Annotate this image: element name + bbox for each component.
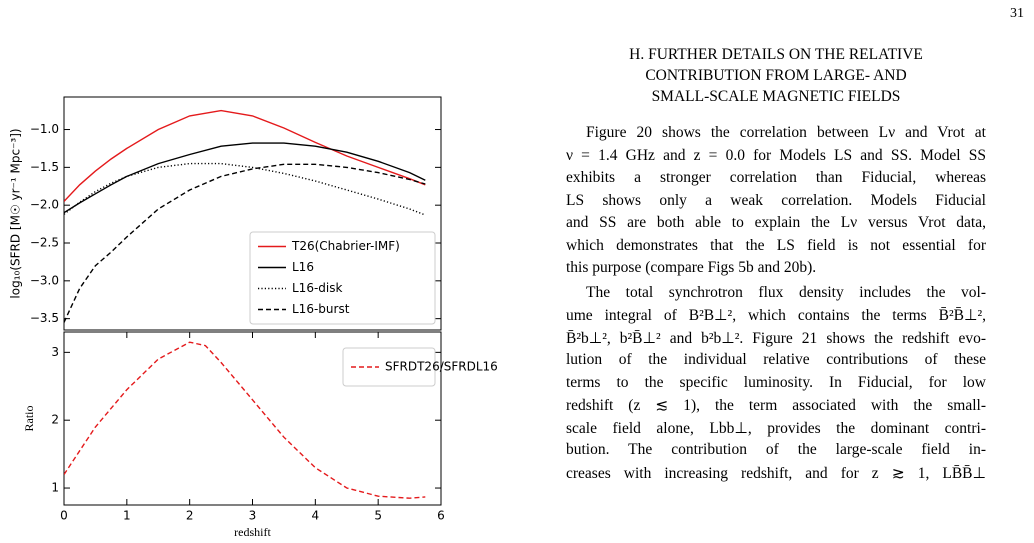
series-line: [64, 142, 426, 214]
x-axis-label: redshift: [234, 525, 271, 539]
legend-box: [342, 347, 436, 387]
section-heading: CONTRIBUTION FROM LARGE- AND: [645, 67, 907, 84]
y-tick-label: 1: [51, 481, 59, 495]
x-tick-label: 0: [60, 509, 68, 523]
paragraph-line: redshift (z ≲ 1), the term associated wi…: [566, 397, 986, 414]
paragraph-line: Figure 20 shows the correlation between …: [586, 124, 986, 141]
x-tick-label: 4: [312, 509, 320, 523]
x-tick-label: 5: [374, 509, 382, 523]
paragraph-line: creases with increasing redshift, and fo…: [566, 464, 986, 482]
paragraph-line: ν = 1.4 GHz and z = 0.0 for Models LS an…: [566, 146, 986, 164]
figure: −1.0 −1.5 −2.0 −2.5 −3.0 −3.5 log₁₀(SFRD [M☉ y…: [9, 96, 498, 539]
x-tick-label: 6: [437, 509, 445, 523]
paragraph-line: this purpose (compare Figs 5b and 20b).: [566, 259, 817, 276]
paragraph-line: lution of the individual relative contri…: [566, 351, 986, 368]
legend-label: L16: [292, 260, 314, 274]
legend-label: L16-burst: [292, 302, 350, 316]
series-line: [64, 162, 426, 216]
y-axis-label: log₁₀(SFRD [M☉ yr⁻¹ Mpc⁻³]): [9, 128, 23, 298]
y-tick-label: −1.0: [30, 122, 59, 136]
legend-label: L16-disk: [292, 281, 342, 295]
series-line: [64, 109, 426, 202]
y-tick-label: −2.0: [30, 198, 59, 212]
paragraph-line: The total synchrotron flux density inclu…: [586, 283, 986, 301]
y-axis-label: Ratio: [22, 406, 36, 432]
legend-label: SFRDT26/SFRDL16: [385, 360, 498, 374]
section-heading: H. FURTHER DETAILS ON THE RELATIVE: [629, 46, 923, 63]
paragraph-line: LS shows only a weak correlation. Models…: [566, 191, 986, 209]
x-tick-label: 2: [186, 509, 194, 523]
y-tick-label: −2.5: [30, 236, 59, 250]
y-tick-label: 3: [51, 345, 59, 359]
paragraph-line: exhibits a stronger correlation than Fid…: [566, 169, 986, 186]
paragraph-line: and SS are both able to explain the Lν v…: [566, 214, 986, 231]
series-line: [64, 163, 426, 323]
y-tick-label: 2: [51, 413, 59, 427]
x-tick-label: 3: [249, 509, 257, 523]
x-tick-label: 1: [123, 509, 131, 523]
legend-box: [249, 231, 436, 325]
y-tick-label: −3.0: [30, 273, 59, 287]
paragraph-line: which demonstrates that the LS field is …: [566, 236, 986, 254]
page-number: 31: [1010, 6, 1024, 21]
series-line: [64, 341, 426, 499]
paragraph-line: scale field alone, Lbb⊥, provides the do…: [566, 419, 986, 437]
paragraph-line: ume integral of B²B⊥², which contains th…: [566, 307, 986, 324]
section-heading: SMALL-SCALE MAGNETIC FIELDS: [651, 88, 901, 105]
paragraph-line: terms to the specific luminosity. In Fid…: [566, 373, 986, 391]
y-tick-label: −3.5: [30, 311, 59, 325]
y-tick-label: −1.5: [30, 160, 59, 174]
paragraph-line: bution. The contribution of the large-sc…: [566, 441, 986, 458]
legend-label: T26(Chabrier-IMF): [291, 239, 400, 253]
paragraph-line: B̄²b⊥², b²B̄⊥² and b²b⊥². Figure 21 show…: [566, 329, 986, 347]
